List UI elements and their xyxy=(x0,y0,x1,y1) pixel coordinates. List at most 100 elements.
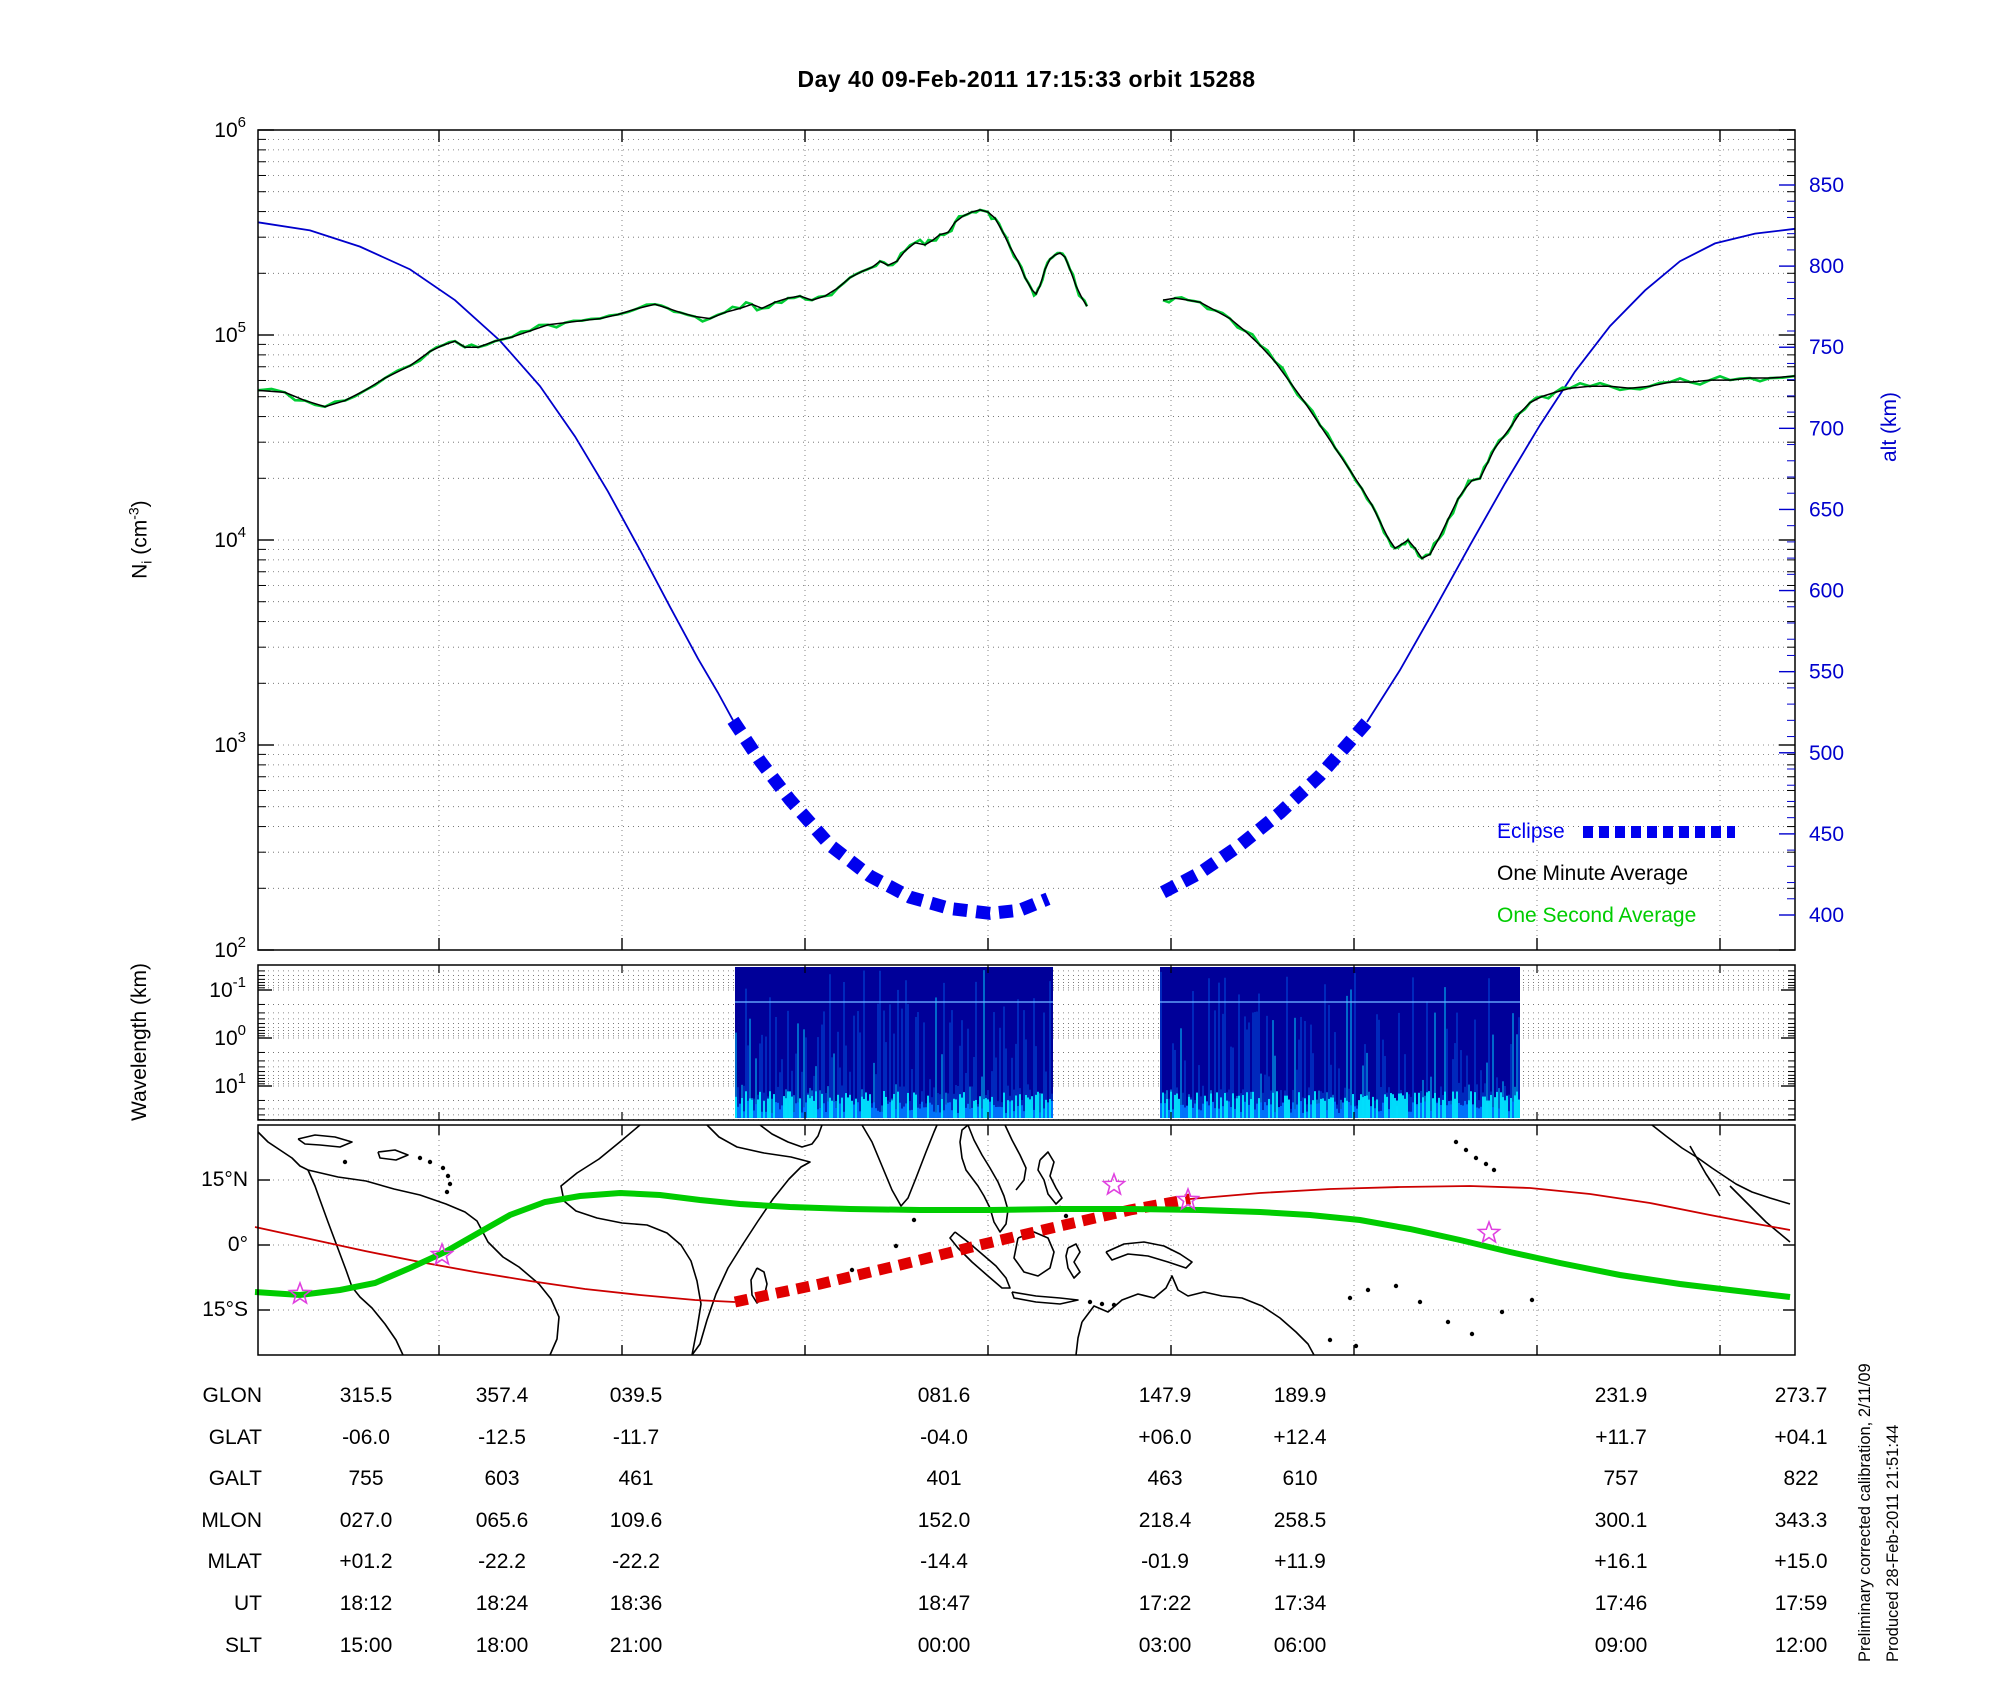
island-dot xyxy=(1445,1319,1451,1325)
alt-tick-label: 700 xyxy=(1809,417,1844,440)
ground-track-red xyxy=(254,1226,736,1303)
table-cell-mlon-3: 109.6 xyxy=(609,1509,663,1532)
alt-tick-label: 650 xyxy=(1809,498,1844,521)
table-cell-glat-5: +06.0 xyxy=(1138,1426,1192,1449)
island-dot xyxy=(1491,1167,1497,1173)
table-cell-mlat-6: +11.9 xyxy=(1274,1550,1326,1573)
table-cell-mlon-7: 300.1 xyxy=(1594,1509,1648,1532)
table-row-label-galt: GALT xyxy=(208,1467,262,1490)
eclipse-dash-swatch xyxy=(1582,826,1735,839)
alt-tick-label: 750 xyxy=(1809,336,1844,359)
table-cell-galt-3: 461 xyxy=(618,1467,654,1490)
island-dot xyxy=(1453,1139,1459,1145)
island-dot xyxy=(911,1217,917,1223)
altitude-curve xyxy=(257,221,734,721)
coastline xyxy=(1689,1145,1721,1197)
ni-axis-label: Ni (cm-3) xyxy=(125,455,154,625)
coastline xyxy=(1037,1151,1063,1205)
table-cell-mlon-5: 218.4 xyxy=(1138,1509,1192,1532)
ground-track-red xyxy=(1189,1185,1791,1231)
table-cell-glon-2: 357.4 xyxy=(475,1384,529,1407)
alt-tick-label: 450 xyxy=(1809,823,1844,846)
coastline xyxy=(1004,1124,1027,1191)
spectrogram-frame xyxy=(257,964,1796,1121)
table-cell-glon-4: 081.6 xyxy=(917,1384,971,1407)
table-cell-ut-1: 18:12 xyxy=(339,1592,393,1615)
alt-tick-label: 600 xyxy=(1809,580,1844,603)
map-lat-label-0: 0° xyxy=(227,1233,248,1256)
ni-label-sub: i xyxy=(138,560,155,564)
coastline xyxy=(1013,1231,1055,1277)
island-dot xyxy=(1417,1299,1423,1305)
island-dot xyxy=(1393,1283,1399,1289)
coastline xyxy=(1081,1275,1315,1356)
table-row-label-glat: GLAT xyxy=(208,1426,262,1449)
table-cell-galt-8: 822 xyxy=(1783,1467,1819,1490)
wavelength-tick-label: 100 xyxy=(214,1022,246,1050)
ni-label-unit: (cm xyxy=(128,519,152,561)
wavelength-tick-label: 101 xyxy=(214,1070,246,1098)
coastline xyxy=(1105,1241,1193,1269)
alt-tick-label: 500 xyxy=(1809,742,1844,765)
island-dot xyxy=(342,1159,348,1165)
table-cell-ut-5: 17:22 xyxy=(1138,1592,1192,1615)
eclipse-dash-segment xyxy=(1159,717,1372,899)
island-dot xyxy=(1463,1147,1469,1153)
table-cell-galt-2: 603 xyxy=(484,1467,520,1490)
alt-axis-label: alt (km) xyxy=(1878,392,1901,462)
coastline xyxy=(307,1169,560,1356)
table-cell-glat-4: -04.0 xyxy=(920,1426,968,1449)
ni-label-close: ) xyxy=(128,500,152,508)
produced-note: Produced 28-Feb-2011 21:51:44 xyxy=(1884,1424,1902,1662)
table-cell-glon-5: 147.9 xyxy=(1138,1384,1192,1407)
coastline xyxy=(1075,1321,1083,1356)
table-cell-slt-4: 00:00 xyxy=(917,1634,971,1657)
map-lat-label-15n: 15°N xyxy=(201,1168,248,1191)
altitude-curve xyxy=(1366,227,1796,723)
table-cell-galt-1: 755 xyxy=(348,1467,384,1490)
coastline xyxy=(377,1149,409,1161)
table-row-label-ut: UT xyxy=(234,1592,262,1615)
coastline xyxy=(1729,1185,1791,1243)
legend-entry-one-second: One Second Average xyxy=(1497,904,1697,927)
table-cell-mlat-7: +16.1 xyxy=(1594,1550,1648,1573)
island-dot xyxy=(1473,1155,1479,1161)
table-cell-galt-7: 757 xyxy=(1603,1467,1639,1490)
coastline xyxy=(949,1231,1011,1289)
ni-label-sup: -3 xyxy=(125,507,142,520)
coastline xyxy=(560,1124,702,1356)
table-cell-galt-4: 401 xyxy=(926,1467,962,1490)
table-cell-slt-7: 09:00 xyxy=(1594,1634,1648,1657)
island-dot xyxy=(447,1181,453,1187)
island-dot xyxy=(1087,1299,1093,1305)
island-dot xyxy=(1347,1295,1353,1301)
coastline xyxy=(1065,1243,1081,1279)
table-cell-mlat-3: -22.2 xyxy=(612,1550,660,1573)
table-cell-slt-5: 03:00 xyxy=(1138,1634,1192,1657)
table-cell-slt-6: 06:00 xyxy=(1273,1634,1327,1657)
coastline xyxy=(861,1124,938,1207)
legend-entry-one-minute: One Minute Average xyxy=(1497,862,1689,885)
ground-track-green xyxy=(254,1189,1791,1300)
table-cell-glon-8: 273.7 xyxy=(1774,1384,1828,1407)
island-dot xyxy=(1529,1297,1535,1303)
alt-tick-label: 850 xyxy=(1809,174,1844,197)
coastline xyxy=(1651,1124,1791,1205)
one-minute-average-curve xyxy=(257,209,1088,408)
table-cell-mlon-6: 258.5 xyxy=(1273,1509,1327,1532)
one-minute-average-curve xyxy=(1162,297,1796,560)
coastline xyxy=(297,1134,353,1148)
star-marker xyxy=(1476,1219,1502,1244)
table-cell-mlat-1: +01.2 xyxy=(339,1550,393,1573)
map-lat-label-15s: 15°S xyxy=(202,1298,248,1321)
table-cell-slt-8: 12:00 xyxy=(1774,1634,1828,1657)
table-cell-slt-3: 21:00 xyxy=(609,1634,663,1657)
table-cell-galt-5: 463 xyxy=(1147,1467,1183,1490)
log-tick-label: 102 xyxy=(214,934,246,962)
island-dot xyxy=(1353,1343,1359,1349)
table-cell-mlon-8: 343.3 xyxy=(1774,1509,1828,1532)
island-dot xyxy=(1483,1161,1489,1167)
island-dot xyxy=(1111,1302,1117,1308)
